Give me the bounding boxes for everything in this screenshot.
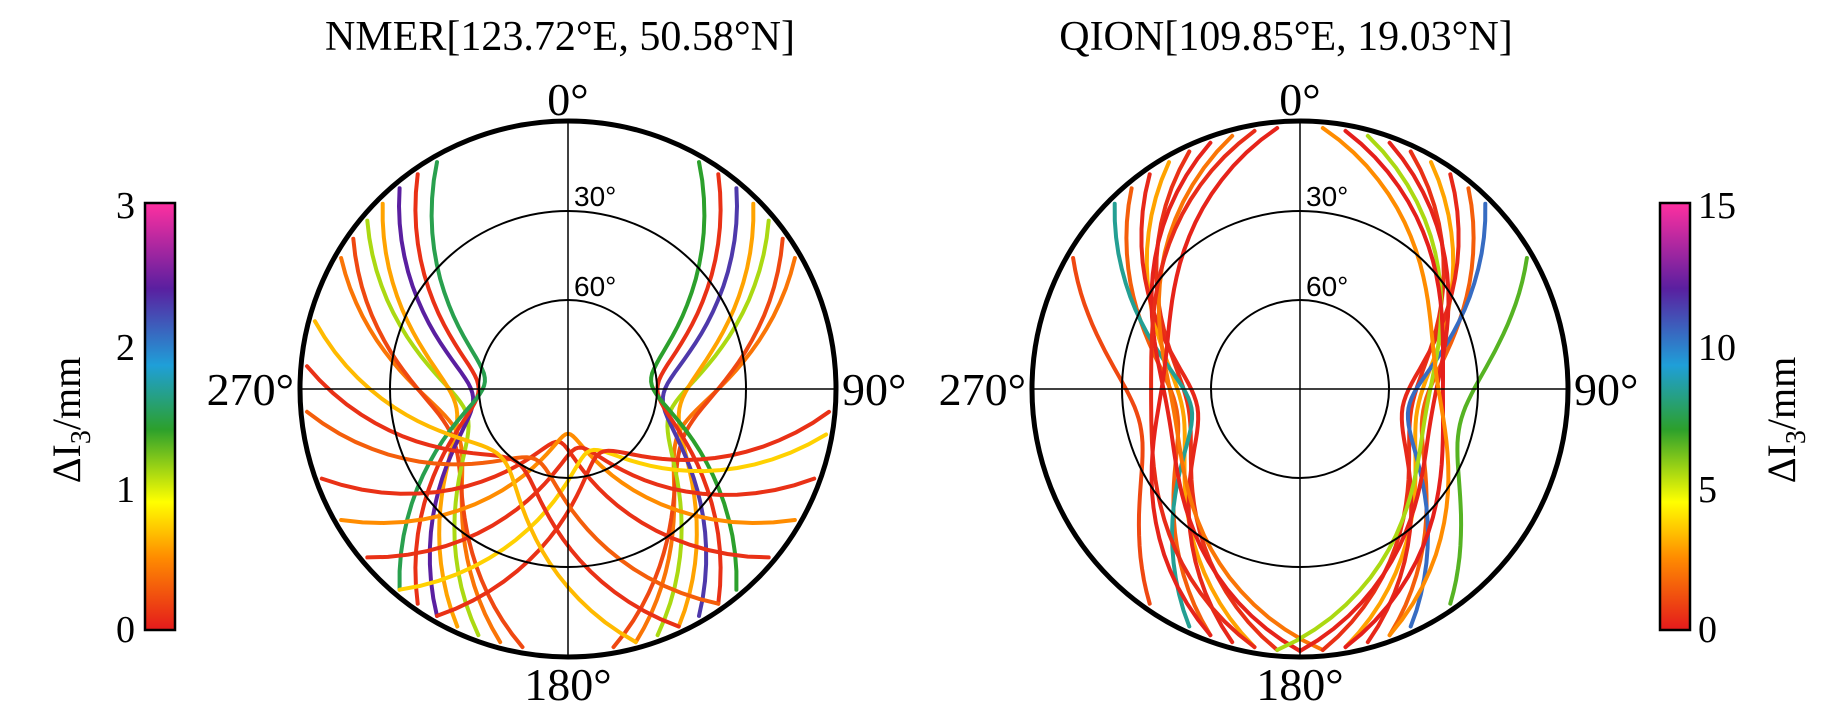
left-satellite-track <box>339 256 503 645</box>
right-satellite-track <box>1154 149 1280 652</box>
right-satellite-track <box>1320 126 1451 638</box>
right-polar-grid <box>1029 118 1571 660</box>
right-label-north: 0° <box>1279 74 1320 125</box>
right-satellite-track <box>1343 160 1456 650</box>
right-ring-label-60: 60° <box>1306 271 1348 302</box>
right-satellite-track <box>1298 140 1451 653</box>
left-colorbar-tick-2: 2 <box>116 327 135 369</box>
left-satellite-track <box>435 409 831 618</box>
left-satellite-track <box>305 409 721 606</box>
left-label-east: 90° <box>842 364 906 415</box>
right-satellite-track <box>1112 201 1195 629</box>
left-colorbar-tick-3: 3 <box>116 185 135 227</box>
right-colorbar-tick-5: 5 <box>1698 469 1717 511</box>
right-satellite-track <box>1071 256 1152 606</box>
right-satellite-track <box>1320 149 1446 652</box>
right-satellite-track <box>1149 140 1302 653</box>
right-tracks <box>1071 126 1529 653</box>
left-satellite-track <box>365 445 817 560</box>
right-satellite-track <box>1139 172 1235 645</box>
left-label-south: 180° <box>524 659 611 709</box>
right-satellite-track <box>1124 186 1213 638</box>
right-colorbar <box>1658 201 1692 632</box>
right-colorbar-tick-0: 0 <box>1698 609 1717 651</box>
right-label-west: 270° <box>939 364 1026 415</box>
right-satellite-track <box>1144 160 1257 650</box>
right-satellite-track <box>1365 172 1461 645</box>
left-polar-grid <box>297 118 839 660</box>
right-satellite-track <box>1275 133 1444 652</box>
left-colorbar-tick-0: 0 <box>116 609 135 651</box>
left-colorbar <box>143 201 177 632</box>
right-satellite-track <box>1448 256 1529 606</box>
right-title: QION[109.85°E, 19.03°N] <box>1059 14 1513 60</box>
left-label-west: 270° <box>207 364 294 415</box>
left-colorbar-tick-1: 1 <box>116 469 135 511</box>
left-title: NMER[123.72°E, 50.58°N] <box>325 14 795 60</box>
right-colorbar-tick-10: 10 <box>1698 327 1736 369</box>
left-satellite-track <box>380 201 460 629</box>
left-ring-label-30: 30° <box>574 181 616 212</box>
left-satellite-track <box>397 432 829 592</box>
left-satellite-track <box>676 201 756 629</box>
left-label-north: 0° <box>547 74 588 125</box>
left-ring-label-60: 60° <box>574 271 616 302</box>
right-colorbar-tick-15: 15 <box>1698 185 1736 227</box>
right-satellite-track <box>1405 201 1488 629</box>
right-ring-label-30: 30° <box>1306 181 1348 212</box>
left-satellite-track <box>397 160 487 592</box>
right-colorbar-label: ΔI3/mm <box>1759 357 1812 483</box>
right-satellite-track <box>1149 126 1280 638</box>
left-colorbar-label: ΔI3/mm <box>44 357 97 483</box>
left-satellite-track <box>633 256 797 645</box>
right-label-east: 90° <box>1574 364 1638 415</box>
left-satellite-track <box>649 160 739 592</box>
right-label-south: 180° <box>1256 659 1343 709</box>
